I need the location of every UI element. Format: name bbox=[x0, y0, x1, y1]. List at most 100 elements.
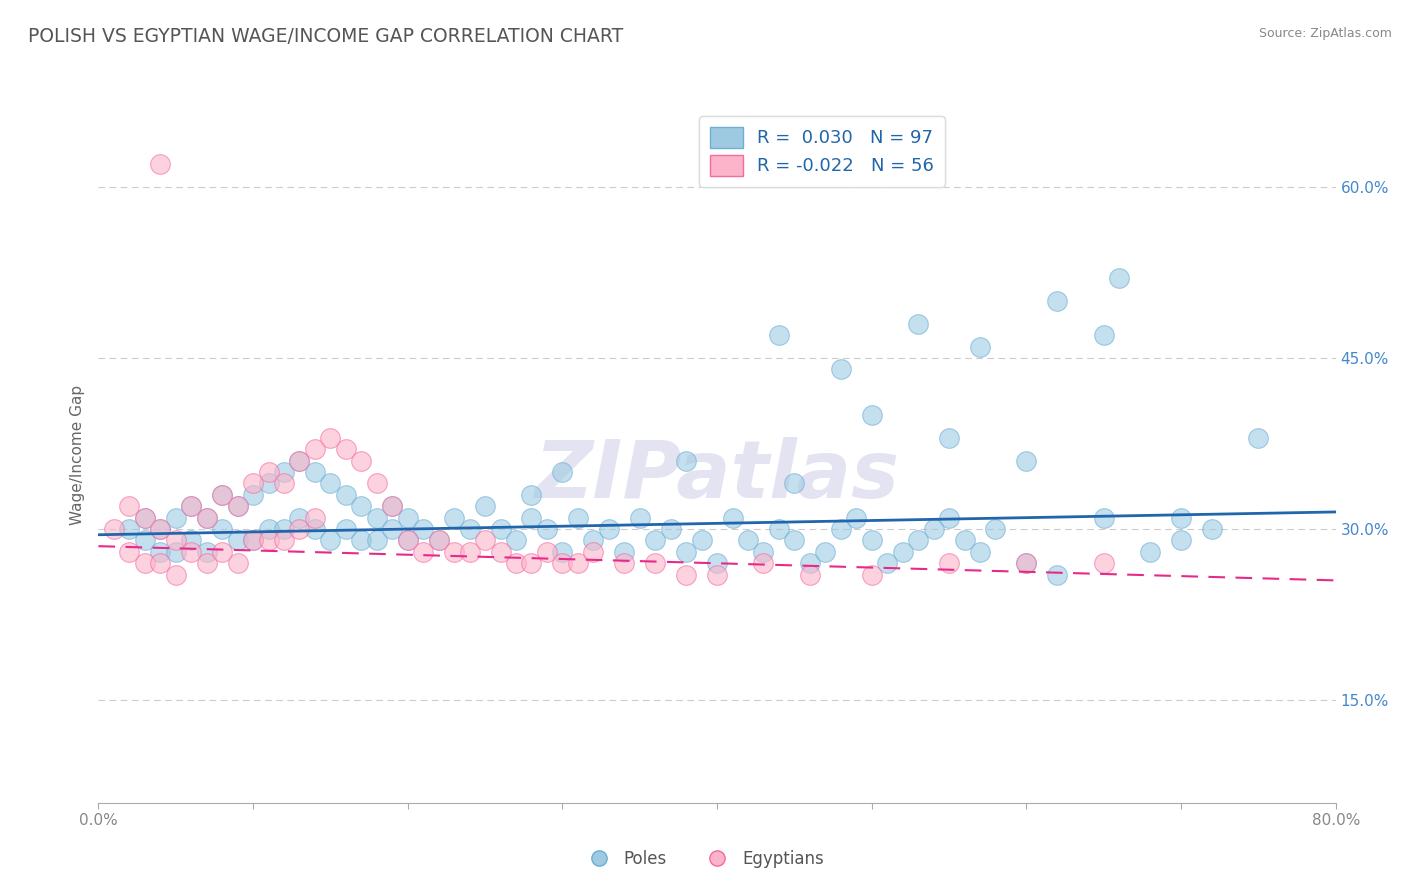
Point bbox=[876, 556, 898, 570]
Point bbox=[226, 533, 249, 548]
Point bbox=[799, 556, 821, 570]
Point bbox=[1046, 567, 1069, 582]
Point bbox=[118, 500, 141, 514]
Point bbox=[675, 545, 697, 559]
Point bbox=[938, 510, 960, 524]
Point bbox=[242, 533, 264, 548]
Point bbox=[288, 510, 311, 524]
Point bbox=[319, 533, 342, 548]
Text: Source: ZipAtlas.com: Source: ZipAtlas.com bbox=[1258, 27, 1392, 40]
Y-axis label: Wage/Income Gap: Wage/Income Gap bbox=[69, 384, 84, 525]
Point bbox=[149, 545, 172, 559]
Point bbox=[149, 157, 172, 171]
Point bbox=[458, 545, 481, 559]
Point bbox=[304, 510, 326, 524]
Point bbox=[257, 522, 280, 536]
Point bbox=[288, 522, 311, 536]
Point bbox=[149, 522, 172, 536]
Point bbox=[706, 556, 728, 570]
Point bbox=[319, 431, 342, 445]
Point bbox=[953, 533, 976, 548]
Text: ZIPatlas: ZIPatlas bbox=[534, 437, 900, 515]
Point bbox=[165, 567, 187, 582]
Point bbox=[381, 500, 404, 514]
Point bbox=[211, 522, 233, 536]
Point bbox=[1046, 293, 1069, 308]
Point bbox=[768, 328, 790, 343]
Point bbox=[1092, 556, 1115, 570]
Point bbox=[567, 510, 589, 524]
Point bbox=[536, 545, 558, 559]
Point bbox=[211, 545, 233, 559]
Point bbox=[211, 488, 233, 502]
Point bbox=[458, 522, 481, 536]
Point bbox=[644, 533, 666, 548]
Point bbox=[335, 488, 357, 502]
Point bbox=[799, 567, 821, 582]
Point bbox=[335, 522, 357, 536]
Point bbox=[134, 556, 156, 570]
Point bbox=[984, 522, 1007, 536]
Point bbox=[1092, 510, 1115, 524]
Point bbox=[257, 533, 280, 548]
Point bbox=[180, 545, 202, 559]
Point bbox=[134, 510, 156, 524]
Point bbox=[1015, 556, 1038, 570]
Point bbox=[304, 465, 326, 479]
Text: POLISH VS EGYPTIAN WAGE/INCOME GAP CORRELATION CHART: POLISH VS EGYPTIAN WAGE/INCOME GAP CORRE… bbox=[28, 27, 623, 45]
Point bbox=[211, 488, 233, 502]
Point bbox=[134, 510, 156, 524]
Point bbox=[969, 545, 991, 559]
Point bbox=[860, 533, 883, 548]
Point bbox=[288, 453, 311, 467]
Point bbox=[180, 533, 202, 548]
Point bbox=[1201, 522, 1223, 536]
Point bbox=[474, 533, 496, 548]
Point bbox=[396, 533, 419, 548]
Point bbox=[165, 510, 187, 524]
Point bbox=[1170, 510, 1192, 524]
Point bbox=[505, 533, 527, 548]
Point bbox=[195, 556, 218, 570]
Point bbox=[226, 500, 249, 514]
Point bbox=[721, 510, 744, 524]
Point bbox=[474, 500, 496, 514]
Point bbox=[860, 567, 883, 582]
Point bbox=[103, 522, 125, 536]
Point bbox=[273, 476, 295, 491]
Point bbox=[443, 545, 465, 559]
Point bbox=[350, 533, 373, 548]
Point bbox=[180, 500, 202, 514]
Point bbox=[242, 488, 264, 502]
Point bbox=[551, 465, 574, 479]
Point bbox=[1139, 545, 1161, 559]
Point bbox=[195, 510, 218, 524]
Point bbox=[659, 522, 682, 536]
Point bbox=[1247, 431, 1270, 445]
Point bbox=[907, 533, 929, 548]
Point bbox=[134, 533, 156, 548]
Point bbox=[737, 533, 759, 548]
Point bbox=[118, 545, 141, 559]
Point bbox=[520, 556, 543, 570]
Point bbox=[273, 465, 295, 479]
Point bbox=[860, 408, 883, 422]
Point bbox=[520, 510, 543, 524]
Point bbox=[350, 500, 373, 514]
Point bbox=[412, 545, 434, 559]
Legend: R =  0.030   N = 97, R = -0.022   N = 56: R = 0.030 N = 97, R = -0.022 N = 56 bbox=[700, 116, 945, 186]
Point bbox=[582, 533, 605, 548]
Point bbox=[319, 476, 342, 491]
Point bbox=[505, 556, 527, 570]
Point bbox=[768, 522, 790, 536]
Point bbox=[1170, 533, 1192, 548]
Point bbox=[536, 522, 558, 536]
Point bbox=[396, 510, 419, 524]
Point bbox=[752, 545, 775, 559]
Point bbox=[195, 510, 218, 524]
Legend: Poles, Egyptians: Poles, Egyptians bbox=[575, 844, 831, 875]
Point bbox=[273, 522, 295, 536]
Point bbox=[567, 556, 589, 570]
Point bbox=[706, 567, 728, 582]
Point bbox=[443, 510, 465, 524]
